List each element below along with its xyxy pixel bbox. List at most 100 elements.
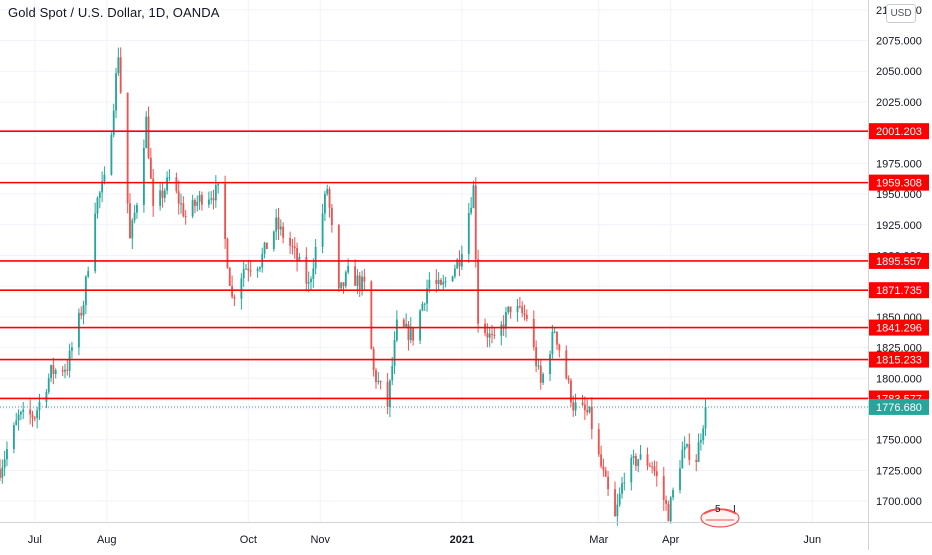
- candle-body: [94, 213, 97, 272]
- candle-body: [361, 276, 363, 290]
- candle-body: [586, 410, 589, 413]
- price-tick-label: 2025.000: [876, 97, 922, 109]
- candle-body: [47, 378, 50, 393]
- candle-body: [491, 333, 493, 335]
- candle-body: [419, 310, 422, 341]
- candle-body: [646, 454, 649, 466]
- candle-body: [149, 157, 152, 179]
- candle-body: [474, 185, 477, 260]
- candle-body: [1, 467, 4, 478]
- candle-body: [409, 327, 412, 341]
- candle-body: [556, 331, 558, 345]
- annotation-layer: 5 I: [700, 504, 740, 528]
- time-tick-label: Nov: [310, 534, 330, 546]
- candle-body: [549, 354, 551, 375]
- candle-body: [68, 350, 71, 371]
- candle-body: [180, 203, 182, 205]
- candle-body: [161, 190, 164, 198]
- candle-body: [453, 268, 456, 277]
- candle-body: [71, 347, 73, 351]
- candle-body: [38, 401, 41, 411]
- candle-body: [618, 493, 621, 505]
- candle-body: [323, 193, 326, 214]
- candle-body: [87, 271, 90, 277]
- candle-body: [296, 247, 298, 261]
- candle-body: [15, 420, 18, 426]
- candle-body: [435, 279, 438, 284]
- candle-body: [602, 466, 605, 471]
- candle-body: [112, 110, 115, 135]
- price-tick-label: 2050.000: [876, 66, 922, 78]
- candle-body: [412, 327, 415, 341]
- candle-body: [19, 411, 22, 415]
- candle-body: [289, 237, 292, 246]
- candle-body: [653, 466, 656, 472]
- candle-body: [386, 381, 389, 407]
- candle-body: [623, 482, 626, 484]
- time-tick-label: Apr: [662, 534, 679, 546]
- candle-body: [634, 455, 637, 466]
- candle-body: [467, 212, 470, 255]
- candle-body: [277, 217, 280, 230]
- candle-body: [558, 344, 561, 351]
- candle-body: [486, 332, 489, 338]
- price-tick-label: 1925.000: [876, 220, 922, 232]
- time-tick-label: Jul: [28, 534, 42, 546]
- candle-body: [426, 288, 428, 304]
- event-flag-icon[interactable]: [700, 508, 740, 528]
- candle-body: [228, 267, 231, 286]
- candle-body: [198, 194, 201, 202]
- candle-body: [214, 185, 217, 201]
- candle-body: [256, 268, 259, 272]
- price-tick-label: 1750.000: [876, 435, 922, 447]
- candle-body: [337, 225, 340, 289]
- candle-body: [421, 304, 424, 311]
- candle-body: [259, 267, 261, 269]
- price-tick-label: 1800.000: [876, 373, 922, 385]
- level-price-badge: [869, 123, 929, 140]
- candle-body: [440, 279, 442, 285]
- time-tick-label: Oct: [240, 534, 257, 546]
- candle-body: [77, 312, 80, 348]
- price-tick-label: 2075.000: [876, 36, 922, 48]
- price-tick-label: 1725.000: [876, 465, 922, 477]
- candle-body: [330, 207, 333, 226]
- candle-body: [695, 459, 698, 462]
- candle-body: [293, 246, 296, 248]
- candle-body: [388, 380, 391, 407]
- candle-body: [639, 454, 642, 460]
- candle-body: [681, 449, 684, 469]
- candle-body: [523, 313, 526, 315]
- current-price-badge: [869, 398, 929, 415]
- candle-body: [145, 116, 148, 149]
- candle-body: [697, 442, 700, 462]
- candle-body: [505, 312, 507, 329]
- time-tick-label: Jun: [803, 534, 821, 546]
- candle-body: [537, 365, 540, 367]
- candle-body: [231, 285, 234, 297]
- candle-body: [699, 440, 702, 443]
- candle-body: [12, 425, 15, 450]
- candle-body: [119, 57, 122, 93]
- candle-body: [312, 268, 315, 279]
- candle-layer: [0, 47, 707, 526]
- candle-body: [163, 190, 166, 198]
- candle-body: [31, 414, 34, 418]
- level-price-badge: [869, 174, 929, 191]
- candle-body: [356, 275, 359, 286]
- candle-body: [570, 380, 572, 403]
- candle-body: [54, 370, 57, 374]
- currency-button[interactable]: USD: [886, 4, 916, 23]
- candle-body: [33, 417, 36, 419]
- candle-body: [291, 245, 294, 247]
- candle-body: [428, 279, 431, 289]
- candle-body: [539, 365, 542, 383]
- candle-body: [307, 282, 310, 284]
- candle-body: [6, 449, 8, 460]
- candle-body: [507, 306, 510, 313]
- candle-body: [29, 409, 32, 415]
- candle-body: [655, 471, 658, 477]
